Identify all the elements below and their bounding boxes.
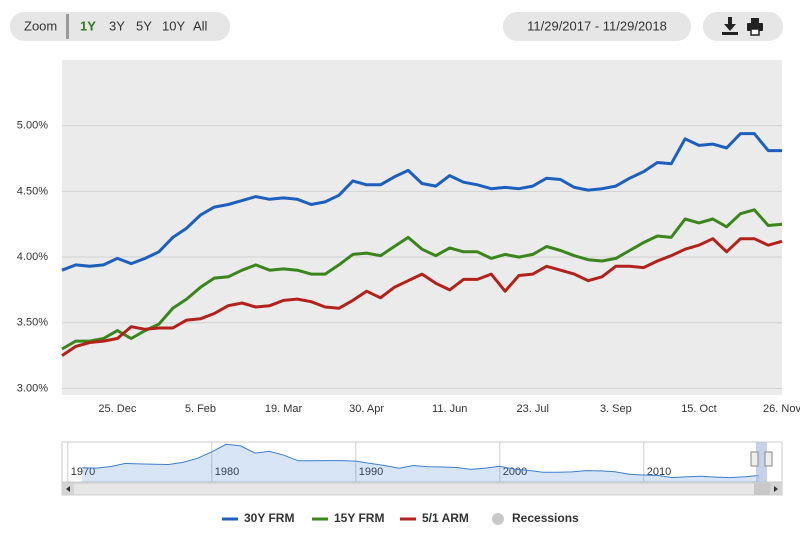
navigator-tick-label: 2000 xyxy=(503,466,527,478)
tools-box xyxy=(703,12,783,41)
legend-label[interactable]: Recessions xyxy=(512,511,579,525)
x-tick-label: 3. Sep xyxy=(600,403,632,415)
zoom-label: Zoom xyxy=(24,18,57,33)
series-line xyxy=(61,208,783,351)
y-tick-label: 4.00% xyxy=(17,251,48,263)
scroll-thumb[interactable] xyxy=(754,483,770,495)
plot-area xyxy=(62,60,782,395)
legend-label[interactable]: 5/1 ARM xyxy=(422,511,469,525)
x-tick-label: 19. Mar xyxy=(265,403,303,415)
navigator-selection[interactable] xyxy=(756,442,767,482)
y-tick-label: 4.50% xyxy=(17,185,48,197)
arrow xyxy=(774,486,778,492)
x-tick-label: 25. Dec xyxy=(98,403,136,415)
navigator-tick-label: 1970 xyxy=(71,466,95,478)
navigator-area xyxy=(82,444,759,482)
navigator-line xyxy=(82,443,760,479)
download-icon[interactable] xyxy=(722,17,738,35)
navigator-tick-label: 1990 xyxy=(359,466,383,478)
divider xyxy=(66,14,69,39)
navigator xyxy=(61,441,783,483)
y-tick-label: 3.00% xyxy=(17,382,48,394)
y-tick-label: 5.00% xyxy=(17,120,48,132)
x-tick-label: 26. Nov xyxy=(763,403,800,415)
series-line xyxy=(61,132,782,272)
zoom-button[interactable]: 3Y xyxy=(109,18,125,33)
date-range: 11/29/2017 - 11/29/2018 xyxy=(527,18,667,33)
handle[interactable] xyxy=(764,451,773,467)
scrollbar[interactable] xyxy=(61,482,783,496)
x-tick-label: 11. Jun xyxy=(432,403,467,415)
zoom-button[interactable]: 5Y xyxy=(136,18,152,33)
x-tick-label: 30. Apr xyxy=(349,403,384,415)
zoom-bar xyxy=(10,12,230,41)
x-tick-label: 5. Feb xyxy=(185,403,216,415)
zoom-button[interactable]: 1Y xyxy=(80,18,96,33)
legend-label[interactable]: 30Y FRM xyxy=(244,511,294,525)
legend-symbol[interactable] xyxy=(492,513,504,525)
legend-label[interactable]: 15Y FRM xyxy=(334,511,384,525)
zoom-button[interactable]: 10Y xyxy=(162,18,185,33)
x-tick-label: 15. Oct xyxy=(681,403,716,415)
print-icon[interactable] xyxy=(747,18,763,36)
lines xyxy=(61,132,783,357)
handle[interactable] xyxy=(750,451,759,467)
date-range-box[interactable] xyxy=(503,12,691,41)
series-line xyxy=(61,237,783,357)
zoom-button[interactable]: All xyxy=(193,18,208,33)
navigator-tick-label: 1980 xyxy=(215,466,239,478)
x-tick-label: 23. Jul xyxy=(517,403,549,415)
arrow xyxy=(66,486,70,492)
y-tick-label: 3.50% xyxy=(17,317,48,329)
